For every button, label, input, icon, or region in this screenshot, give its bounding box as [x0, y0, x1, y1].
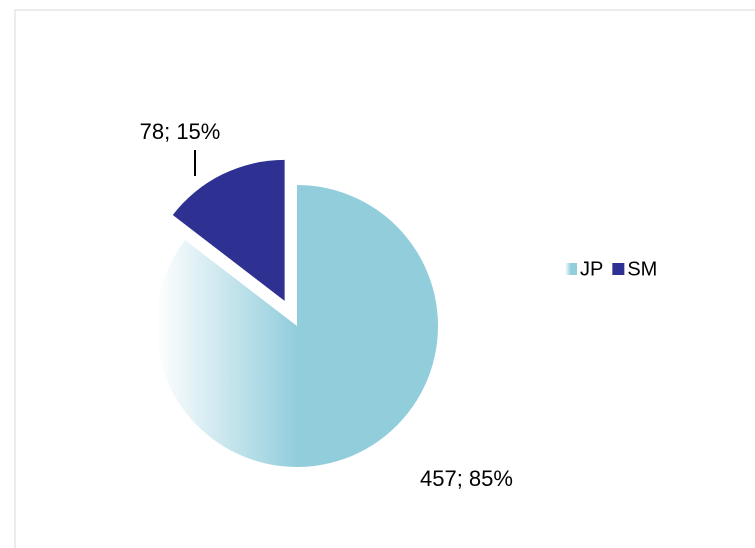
legend-swatch: [612, 263, 625, 275]
legend-label: JP: [580, 258, 603, 280]
legend-swatch: [565, 263, 577, 275]
pie-slice: [155, 184, 438, 467]
legend-label: SM: [627, 258, 657, 280]
chart-border: [14, 9, 755, 548]
data-label: 457; 85%: [420, 466, 513, 491]
pie-slice: [172, 159, 285, 301]
data-label: 78; 15%: [140, 119, 221, 144]
